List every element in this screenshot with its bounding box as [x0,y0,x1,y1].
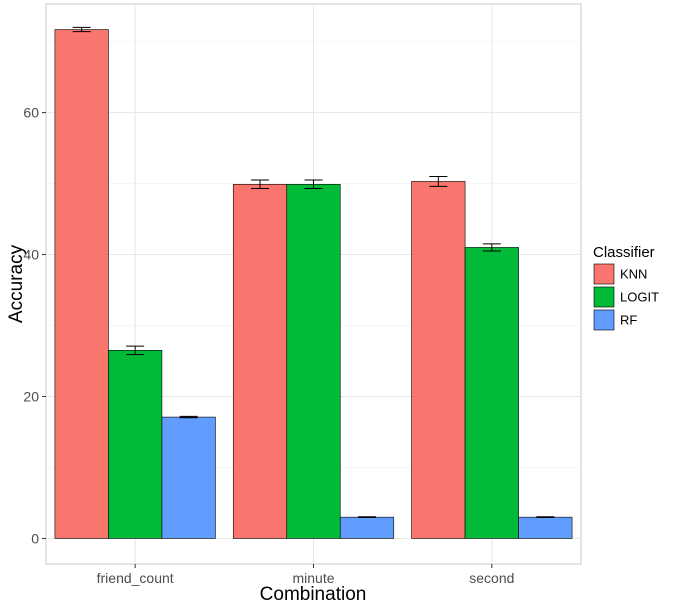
legend: Classifier KNN LOGIT RF [592,244,659,332]
y-tick-label: 60 [23,105,39,121]
y-tick-label: 0 [31,530,39,546]
x-tick-label: second [469,570,514,586]
bar-logit [286,183,341,539]
legend-key-knn [593,263,615,285]
legend-label-logit: LOGIT [620,290,659,305]
x-axis: friend_count minute second [97,564,514,586]
y-tick-label: 20 [23,388,39,404]
bar-knn [411,181,466,539]
y-axis-title: Accuracy [6,244,27,323]
bar-rf [339,516,395,539]
bar-logit [108,350,163,539]
x-tick-label: friend_count [97,570,174,586]
y-axis: 0 20 40 60 [23,105,46,546]
legend-label-knn: KNN [620,267,647,282]
bars [54,29,573,539]
legend-key-rf [593,309,615,331]
bar-rf [518,516,573,539]
legend-key-logit [593,286,615,308]
bar-rf [161,416,216,539]
bar-logit [464,247,519,539]
legend-label-rf: RF [620,313,637,328]
error-bars [72,26,555,519]
bar-knn [54,29,109,539]
legend-title: Classifier [593,244,655,261]
x-axis-title: Combination [260,584,367,605]
y-tick-label: 40 [23,247,39,263]
bar-knn [232,183,288,539]
x-tick-label: minute [292,570,334,586]
